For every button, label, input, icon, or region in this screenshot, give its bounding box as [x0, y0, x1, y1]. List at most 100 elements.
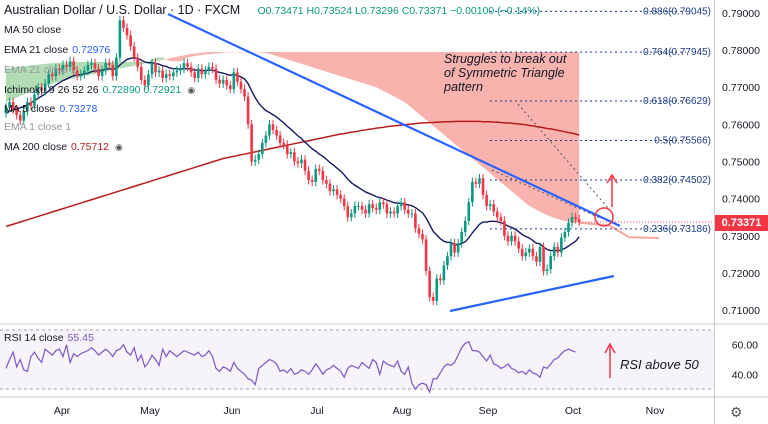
candle-body [218, 79, 221, 84]
candle-body [499, 217, 503, 221]
candle-body [40, 87, 43, 91]
candle-body [157, 70, 161, 73]
candle-body [228, 85, 232, 90]
visibility-eye-icon[interactable]: ◉ [187, 85, 196, 95]
candle-body [118, 20, 122, 58]
indicator-row[interactable]: MA 5 close 0.73278 [4, 103, 97, 115]
candle-body [50, 74, 54, 77]
candle-body [328, 183, 332, 192]
candle-body [54, 68, 58, 77]
candle-body [574, 217, 577, 220]
candle-body [65, 64, 68, 67]
candle-body [93, 63, 97, 69]
candle-body [474, 181, 478, 184]
candle-body [378, 202, 382, 210]
indicator-row[interactable]: EMA 21 close 0.72976 [4, 44, 110, 56]
candle-body [431, 297, 435, 301]
visibility-eye-icon[interactable]: ◉ [115, 142, 123, 152]
candle-body [410, 213, 414, 215]
candle-body [382, 202, 385, 205]
candle-body [29, 102, 33, 106]
indicator-row[interactable]: Ichimoku 9 26 52 26 0.72890 0.72921 ◉ [4, 84, 195, 96]
indicator-value: 0.72976 [72, 44, 111, 56]
candle-body [570, 217, 574, 223]
candle-body [506, 235, 510, 242]
fib-level-label: 0.236(0.73186) [643, 224, 711, 235]
candle-body [353, 206, 357, 214]
candle-body [196, 68, 200, 78]
candle-body [250, 124, 253, 162]
candle-body [439, 278, 442, 281]
symbol-title[interactable]: Australian Dollar / U.S. Dollar · 1D · F… [4, 3, 241, 17]
candle-body [424, 239, 428, 272]
candle-body [335, 189, 339, 195]
indicator-label: EMA 21 close 2 [4, 64, 77, 76]
triangle-annotation-line-3: pattern [444, 80, 483, 94]
indicator-row[interactable]: EMA 1 close 1 [4, 121, 75, 133]
fib-level-label: 0.382(0.74502) [643, 175, 711, 186]
candle-body [392, 211, 396, 214]
candle-body [528, 248, 531, 253]
candle-body [428, 271, 431, 298]
candle-body [232, 72, 236, 90]
candle-body [175, 70, 179, 73]
candle-body [246, 96, 250, 125]
candle-body [389, 211, 392, 214]
candle-body [179, 68, 182, 71]
candle-body [524, 252, 528, 257]
candle-body [186, 63, 189, 67]
candle-body [211, 66, 214, 69]
candle-body [556, 246, 560, 253]
candle-body [107, 63, 111, 65]
fib-level-label: 0.5(0.75566) [654, 135, 711, 146]
candle-body [278, 135, 282, 143]
indicator-label: EMA 21 close [4, 44, 69, 56]
x-tick-label: Oct [565, 405, 581, 417]
candle-body [535, 256, 538, 262]
indicator-row[interactable]: MA 50 close [4, 24, 65, 36]
candle-body [307, 170, 310, 181]
candle-body [456, 243, 460, 253]
candle-body [463, 220, 467, 233]
candle-body [36, 87, 40, 95]
candle-body [357, 206, 360, 208]
candle-body [371, 204, 374, 208]
candle-body [86, 64, 90, 71]
candle-body [172, 72, 175, 77]
indicator-label: MA 200 close [4, 141, 68, 153]
candle-body [481, 178, 485, 195]
candle-body [552, 246, 556, 257]
candle-body [68, 61, 72, 67]
candle-body [47, 74, 51, 84]
indicator-label: MA 50 close [4, 24, 62, 36]
indicator-row[interactable]: EMA 21 close 2 [4, 64, 81, 76]
rsi-annotation: RSI above 50 [620, 357, 699, 372]
ichimoku-cloud [162, 51, 580, 223]
candle-body [567, 222, 570, 233]
candle-body [403, 202, 407, 210]
candle-body [471, 181, 474, 203]
candle-body [100, 70, 104, 77]
candle-body [221, 79, 225, 84]
candle-body [442, 265, 446, 281]
indicator-label: Ichimoku 9 26 52 26 [4, 84, 99, 96]
candle-body [332, 189, 335, 192]
candle-body [164, 74, 168, 78]
candle-body [189, 66, 193, 73]
candle-body [18, 115, 22, 121]
candle-body [478, 178, 481, 184]
candle-body [531, 248, 535, 257]
settings-gear-icon[interactable]: ⚙ [730, 404, 743, 420]
ichimoku-cloud-extension [579, 221, 660, 239]
candle-body [168, 74, 172, 77]
triangle-annotation: Struggles to break out of Symmetric Tria… [444, 52, 566, 94]
candle-body [161, 70, 164, 78]
candle-body [75, 70, 79, 77]
candle-body [364, 209, 367, 214]
indicator-row[interactable]: MA 200 close 0.75712 ◉ [4, 141, 123, 153]
y-tick-label: 0.75000 [722, 157, 760, 169]
candle-body [560, 237, 563, 253]
candle-body [314, 168, 318, 182]
indicator-label: EMA 1 close 1 [4, 121, 72, 133]
